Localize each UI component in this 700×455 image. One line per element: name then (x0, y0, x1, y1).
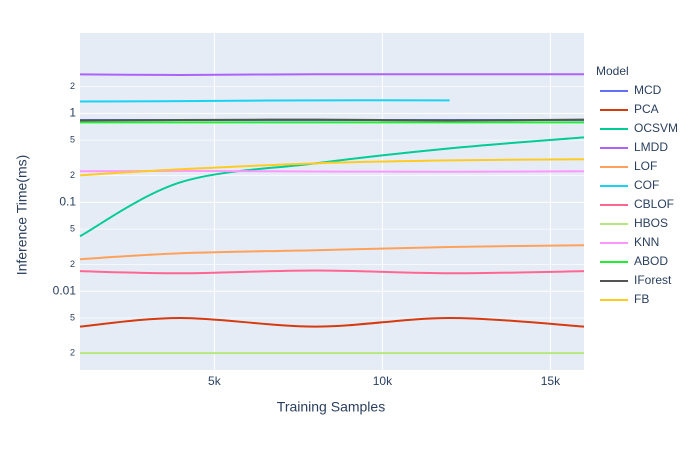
series-line (79, 269, 585, 275)
x-axis-title: Training Samples (277, 399, 385, 415)
y-tick-label: 5 (70, 312, 75, 322)
legend-label: LMDD (634, 140, 668, 154)
series-line (79, 99, 450, 103)
legend-label: PCA (634, 102, 659, 116)
x-tick-label: 5k (208, 374, 222, 388)
legend-label: KNN (634, 235, 659, 249)
x-tick-label: 15k (541, 374, 561, 388)
y-axis-title: Inference Time(ms) (14, 155, 30, 276)
y-tick-label: 2 (70, 348, 75, 358)
y-tick-label: 5 (70, 134, 75, 144)
y-tick-label: 5 (70, 223, 75, 233)
y-tick-label: 0.1 (59, 194, 76, 208)
series-line (79, 73, 584, 76)
legend-label: COF (634, 178, 659, 192)
legend-label: LOF (634, 159, 657, 173)
plot-area (80, 33, 584, 370)
legend-label: OCSVM (634, 121, 678, 135)
y-tick-label: 2 (70, 81, 75, 91)
y-tick-label: 0.01 (53, 283, 77, 297)
x-tick-label: 10k (373, 374, 393, 388)
legend-title: Model (596, 64, 629, 78)
legend-label: IForest (634, 273, 672, 287)
series-line (79, 118, 585, 122)
y-tick-label: 2 (70, 170, 75, 180)
y-tick-label: 2 (70, 259, 75, 269)
legend-label: CBLOF (634, 197, 674, 211)
series-line (79, 316, 585, 328)
y-tick-label: 1 (69, 105, 76, 119)
legend-label: HBOS (634, 216, 668, 230)
legend-label: MCD (634, 83, 662, 97)
series-line (79, 158, 585, 177)
legend-label: ABOD (634, 254, 668, 268)
series-line (79, 244, 585, 261)
legend-label: FB (634, 292, 649, 306)
